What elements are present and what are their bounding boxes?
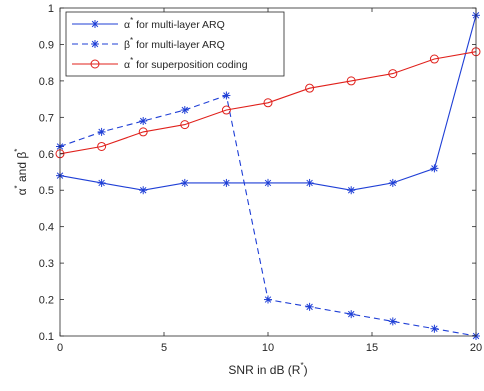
series-layer <box>55 11 481 340</box>
data-point-s0-1 <box>97 178 106 187</box>
data-point-s0-2 <box>139 186 148 195</box>
data-point-s0-6 <box>305 178 314 187</box>
x-tick-label-1: 5 <box>161 342 167 354</box>
data-point-s0-9 <box>430 164 439 173</box>
y-tick-label-7: 0.8 <box>39 76 54 88</box>
y-tick-label-9: 1 <box>48 3 54 15</box>
legend: α* for multi-layer ARQ β* for multi-laye… <box>65 11 285 77</box>
legend-marker-1 <box>91 40 99 48</box>
legend-entry-alpha-multilayer: α* for multi-layer ARQ <box>124 16 225 31</box>
data-point-s1-1 <box>97 127 106 136</box>
data-point-s1-9 <box>430 324 439 333</box>
legend-entry-beta-multilayer: β* for multi-layer ARQ <box>124 36 225 51</box>
y-tick-label-1: 0.2 <box>39 295 54 307</box>
legend-marker-2 <box>90 59 100 69</box>
data-point-s2-6 <box>305 83 315 93</box>
axes-layer: 0 5 10 15 20 0.1 0.2 0.3 0.4 0.5 0.6 0.7 0.8 0.9 1 <box>39 3 482 354</box>
data-point-s2-1 <box>97 141 107 151</box>
data-point-s1-3 <box>180 106 189 115</box>
data-point-s2-2 <box>138 127 148 137</box>
data-point-s2-3 <box>180 120 190 130</box>
data-point-s0-4 <box>222 178 231 187</box>
x-tick-label-0: 0 <box>57 342 63 354</box>
x-tick-label-4: 20 <box>470 342 482 354</box>
data-point-s2-4 <box>221 105 231 115</box>
y-tick-label-8: 0.9 <box>39 39 54 51</box>
data-point-s1-6 <box>305 302 314 311</box>
legend-marker-0 <box>91 20 99 28</box>
y-tick-label-5: 0.6 <box>39 149 54 161</box>
legend-entry-alpha-superposition: α* for superposition coding <box>124 56 248 71</box>
data-point-s1-7 <box>347 310 356 319</box>
y-tick-label-3: 0.4 <box>39 222 54 234</box>
y-tick-label-2: 0.3 <box>39 258 54 270</box>
x-axis-label: SNR in dB (R*) <box>228 361 307 377</box>
data-point-s1-4 <box>222 91 231 100</box>
x-tick-label-2: 10 <box>262 342 274 354</box>
data-point-s0-8 <box>388 178 397 187</box>
series-line-2 <box>59 51 477 155</box>
data-point-s2-8 <box>388 69 398 79</box>
y-tick-label-0: 0.1 <box>39 331 54 343</box>
y-tick-label-4: 0.5 <box>39 185 54 197</box>
data-point-s2-5 <box>263 98 273 108</box>
data-point-s2-9 <box>429 54 439 64</box>
data-point-s1-2 <box>139 116 148 125</box>
data-point-s0-3 <box>180 178 189 187</box>
y-tick-label-6: 0.7 <box>39 112 54 124</box>
y-axis-label: α* and β* <box>13 149 29 196</box>
data-point-s1-5 <box>264 295 272 304</box>
data-point-s2-7 <box>346 76 356 86</box>
legend-samples <box>72 20 118 69</box>
data-point-s1-8 <box>388 317 397 326</box>
data-point-s0-5 <box>264 178 272 187</box>
x-tick-label-3: 15 <box>366 342 378 354</box>
data-point-s0-7 <box>347 186 356 195</box>
